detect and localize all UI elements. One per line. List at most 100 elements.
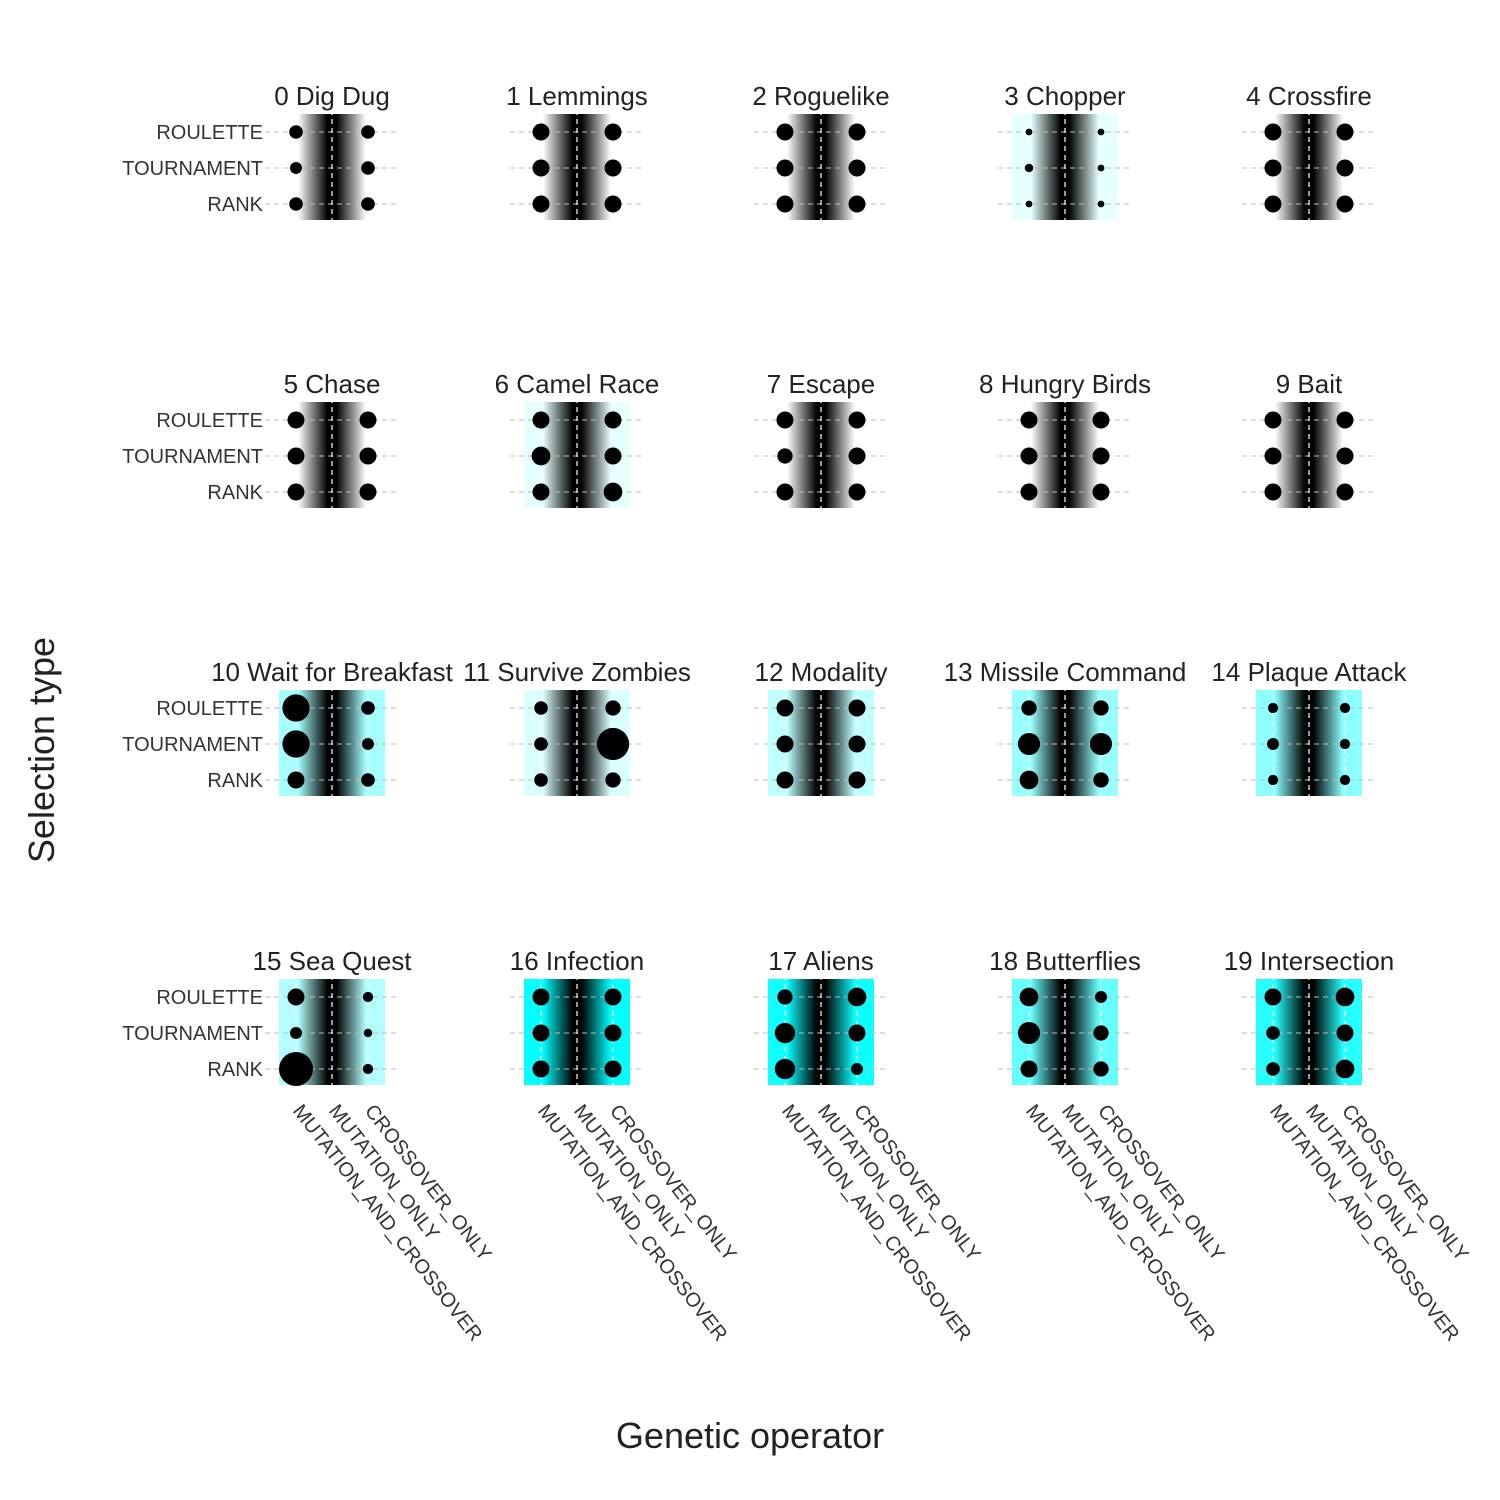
y-tick-label: RANK	[207, 482, 263, 504]
data-point	[848, 411, 866, 429]
data-point	[289, 197, 303, 211]
data-point	[361, 701, 375, 715]
panel-18: 18 ButterfliesMUTATION_AND_CROSSOVERMUTA…	[989, 946, 1228, 1346]
data-point	[1019, 987, 1039, 1007]
data-point	[1264, 195, 1282, 213]
panel-title: 7 Escape	[767, 369, 875, 399]
data-point	[1097, 128, 1105, 136]
data-point	[776, 699, 794, 717]
data-point	[362, 1063, 374, 1075]
data-point	[776, 411, 794, 429]
data-point	[532, 1060, 550, 1078]
panel-9: 9 Bait	[1242, 369, 1376, 512]
data-point	[359, 447, 377, 465]
data-point	[1267, 774, 1279, 786]
data-point	[534, 737, 548, 751]
data-point	[361, 125, 375, 139]
data-point	[604, 159, 622, 177]
data-point	[1025, 200, 1033, 208]
panel-4: 4 Crossfire	[1242, 81, 1376, 224]
y-tick-label: RANK	[207, 770, 263, 792]
panel-title: 15 Sea Quest	[253, 946, 413, 976]
data-point	[282, 730, 310, 758]
data-point	[363, 1028, 373, 1038]
data-point	[776, 159, 794, 177]
data-point	[289, 125, 303, 139]
panel-2: 2 Roguelike	[752, 81, 890, 224]
data-point	[1097, 164, 1105, 172]
data-point	[1335, 1059, 1355, 1079]
panel-12: 12 Modality	[754, 657, 888, 800]
data-point	[1020, 411, 1038, 429]
panel-title: 12 Modality	[755, 657, 888, 687]
panel-10: 10 Wait for Breakfast ROULETTE TOURNAMENT R…	[122, 657, 454, 800]
data-point	[848, 123, 866, 141]
data-point	[287, 411, 305, 429]
panel-title: 17 Aliens	[768, 946, 874, 976]
data-point	[359, 483, 377, 501]
y-tick-label: ROULETTE	[156, 698, 263, 720]
data-point	[777, 989, 793, 1005]
data-point	[605, 772, 621, 788]
data-point	[1336, 1024, 1354, 1042]
data-point	[287, 447, 305, 465]
data-point	[361, 161, 375, 175]
data-point	[290, 1027, 302, 1039]
data-point	[1097, 200, 1105, 208]
data-point	[1093, 700, 1109, 716]
data-point	[1267, 738, 1279, 750]
data-point	[287, 483, 305, 501]
data-point	[1092, 411, 1110, 429]
data-point	[534, 773, 548, 787]
data-point	[1095, 991, 1107, 1003]
data-point	[1336, 411, 1354, 429]
data-point	[774, 1022, 796, 1044]
data-point	[1093, 1025, 1109, 1041]
panel-title: 5 Chase	[284, 369, 381, 399]
y-tick-label: ROULETTE	[156, 410, 263, 432]
panel-0: 0 Dig Dug ROULETTE TOURNAMENT RANK	[122, 81, 399, 224]
data-point	[290, 162, 302, 174]
data-point	[1025, 128, 1033, 136]
data-point	[359, 411, 377, 429]
panel-1: 1 Lemmings	[506, 81, 648, 224]
panel-title: 1 Lemmings	[506, 81, 648, 111]
data-point	[1019, 770, 1039, 790]
data-point	[534, 701, 548, 715]
panel-title: 16 Infection	[510, 946, 644, 976]
data-point	[1339, 738, 1351, 750]
panel-7: 7 Escape	[754, 369, 888, 512]
data-point	[532, 988, 550, 1006]
panel-title: 6 Camel Race	[495, 369, 660, 399]
data-point	[1093, 1061, 1109, 1077]
y-tick-label: TOURNAMENT	[122, 1023, 263, 1045]
data-point	[532, 195, 550, 213]
data-point	[848, 735, 866, 753]
data-point	[851, 1063, 863, 1075]
data-point	[1266, 1026, 1280, 1040]
data-point	[1264, 447, 1282, 465]
data-point	[1335, 987, 1355, 1007]
data-point	[1092, 447, 1110, 465]
data-point	[1339, 774, 1351, 786]
data-point	[1264, 483, 1282, 501]
data-point	[361, 773, 375, 787]
panel-14: 14 Plaque Attack	[1211, 657, 1408, 800]
data-point	[361, 197, 375, 211]
data-point	[605, 700, 621, 716]
data-point	[1267, 702, 1279, 714]
data-point	[532, 483, 550, 501]
data-point	[604, 447, 622, 465]
data-point	[1021, 700, 1037, 716]
panel-11: 11 Survive Zombies	[463, 657, 691, 800]
data-point	[776, 195, 794, 213]
data-point	[287, 988, 305, 1006]
data-point	[776, 123, 794, 141]
data-point	[776, 483, 794, 501]
data-point	[604, 123, 622, 141]
data-point	[603, 482, 623, 502]
panel-8: 8 Hungry Birds	[979, 369, 1151, 512]
data-point	[1336, 195, 1354, 213]
data-point	[848, 159, 866, 177]
data-point	[287, 771, 305, 789]
